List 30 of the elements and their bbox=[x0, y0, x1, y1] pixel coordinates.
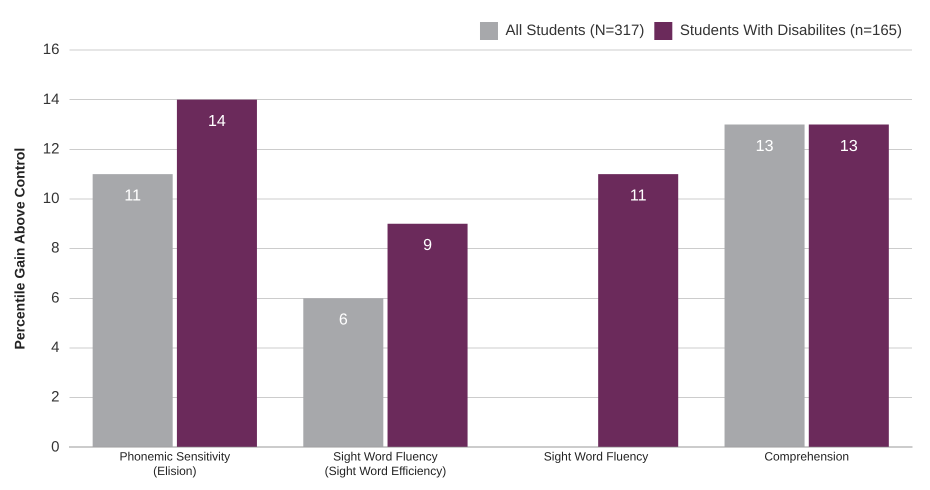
bar bbox=[598, 174, 678, 447]
data-label: 13 bbox=[840, 138, 858, 155]
bar bbox=[724, 124, 805, 447]
y-tick-label: 0 bbox=[51, 438, 60, 456]
x-tick-label: Sight Word Fluency bbox=[544, 450, 648, 464]
y-tick-label: 10 bbox=[42, 190, 60, 208]
data-label: 9 bbox=[423, 237, 432, 254]
data-label: 11 bbox=[630, 188, 647, 205]
y-tick-label: 4 bbox=[51, 339, 60, 356]
legend-label: Students With Disabilites (n=165) bbox=[680, 22, 902, 40]
y-tick-label: 6 bbox=[51, 289, 60, 306]
x-tick-label: Phonemic Sensitivity (Elision) bbox=[119, 450, 230, 478]
x-tick-label: Comprehension bbox=[764, 450, 850, 464]
y-tick-label: 12 bbox=[42, 140, 60, 158]
bar bbox=[92, 174, 173, 447]
bar bbox=[808, 124, 889, 447]
data-label: 13 bbox=[756, 138, 774, 155]
bar bbox=[388, 224, 468, 447]
bar bbox=[176, 100, 257, 447]
data-label: 14 bbox=[208, 113, 226, 130]
y-tick-label: 2 bbox=[51, 388, 60, 406]
y-axis-title: Percentile Gain Above Control bbox=[11, 148, 28, 350]
y-tick-label: 14 bbox=[42, 90, 60, 108]
data-label: 11 bbox=[124, 188, 142, 205]
x-tick-label: Sight Word Fluency (Sight Word Efficiency) bbox=[324, 450, 446, 478]
y-tick-label: 16 bbox=[42, 41, 60, 58]
data-label: 6 bbox=[338, 312, 348, 329]
legend-label: All Students (N=317) bbox=[505, 22, 644, 40]
y-tick-label: 8 bbox=[51, 240, 60, 257]
bar bbox=[303, 298, 384, 447]
